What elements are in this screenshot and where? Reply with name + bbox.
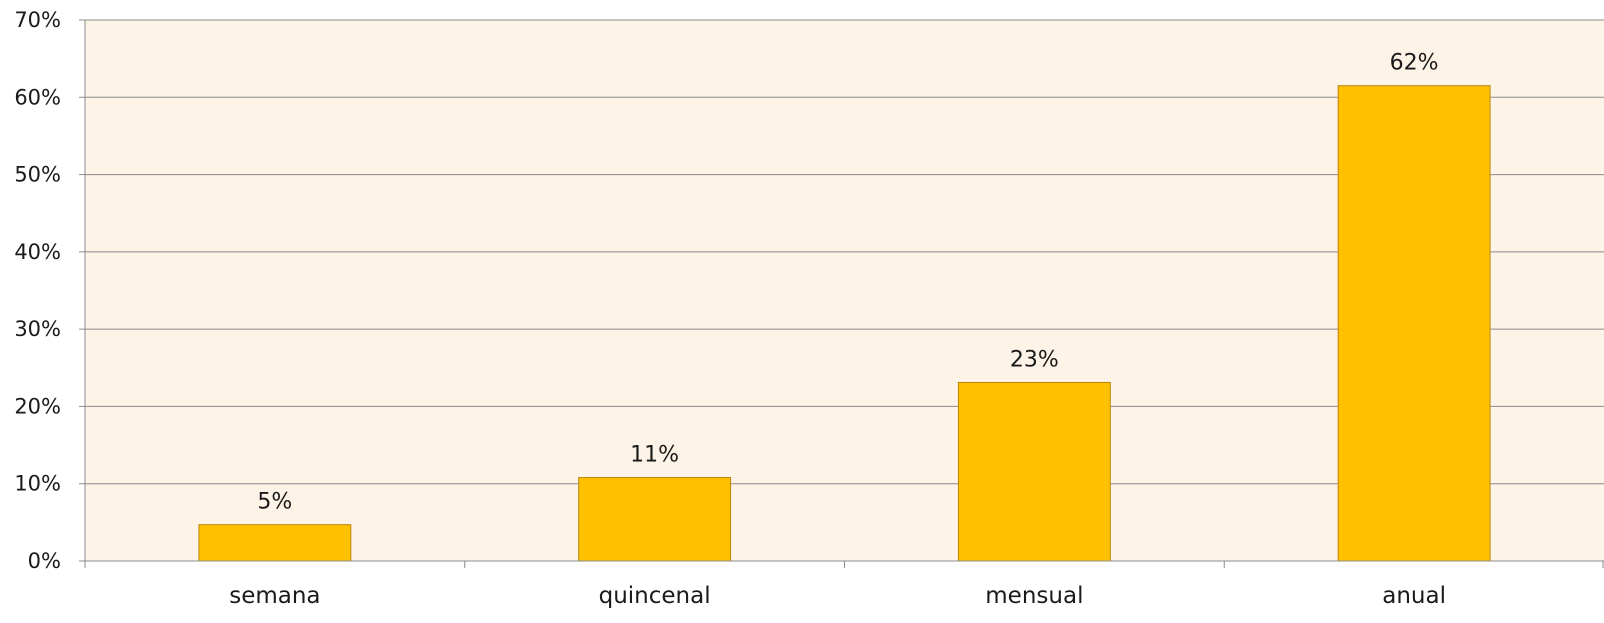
y-axis-tick-labels: 0% 10% 20% 30% 40% 50% 60% 70% [14,8,61,573]
bars [198,85,1491,562]
bar-mensual [957,381,1111,562]
data-label-quincenal: 11% [630,443,679,468]
data-labels: 5% 11% 23% 62% [257,51,1438,515]
bar-semana [198,524,352,562]
bar-anual [1337,85,1491,562]
x-tick-label-mensual: mensual [985,583,1083,609]
y-tick-label: 60% [14,85,61,109]
y-tick-label: 40% [14,240,61,264]
y-tick-label: 30% [14,317,61,341]
y-tick-label: 50% [14,163,61,187]
x-tick-label-quincenal: quincenal [599,583,711,609]
y-tick-label: 20% [14,394,61,418]
y-tick-label: 0% [28,549,61,573]
axes [84,20,1604,568]
x-tick-label-semana: semana [229,583,320,609]
bar-quincenal [578,477,732,562]
y-tick-label: 70% [14,8,61,32]
data-label-anual: 62% [1390,51,1439,76]
y-tick-label: 10% [14,472,61,496]
data-label-mensual: 23% [1010,347,1059,372]
data-label-semana: 5% [257,490,292,515]
x-axis-category-labels: semana quincenal mensual anual [229,583,1446,609]
x-tick-label-anual: anual [1382,583,1446,609]
